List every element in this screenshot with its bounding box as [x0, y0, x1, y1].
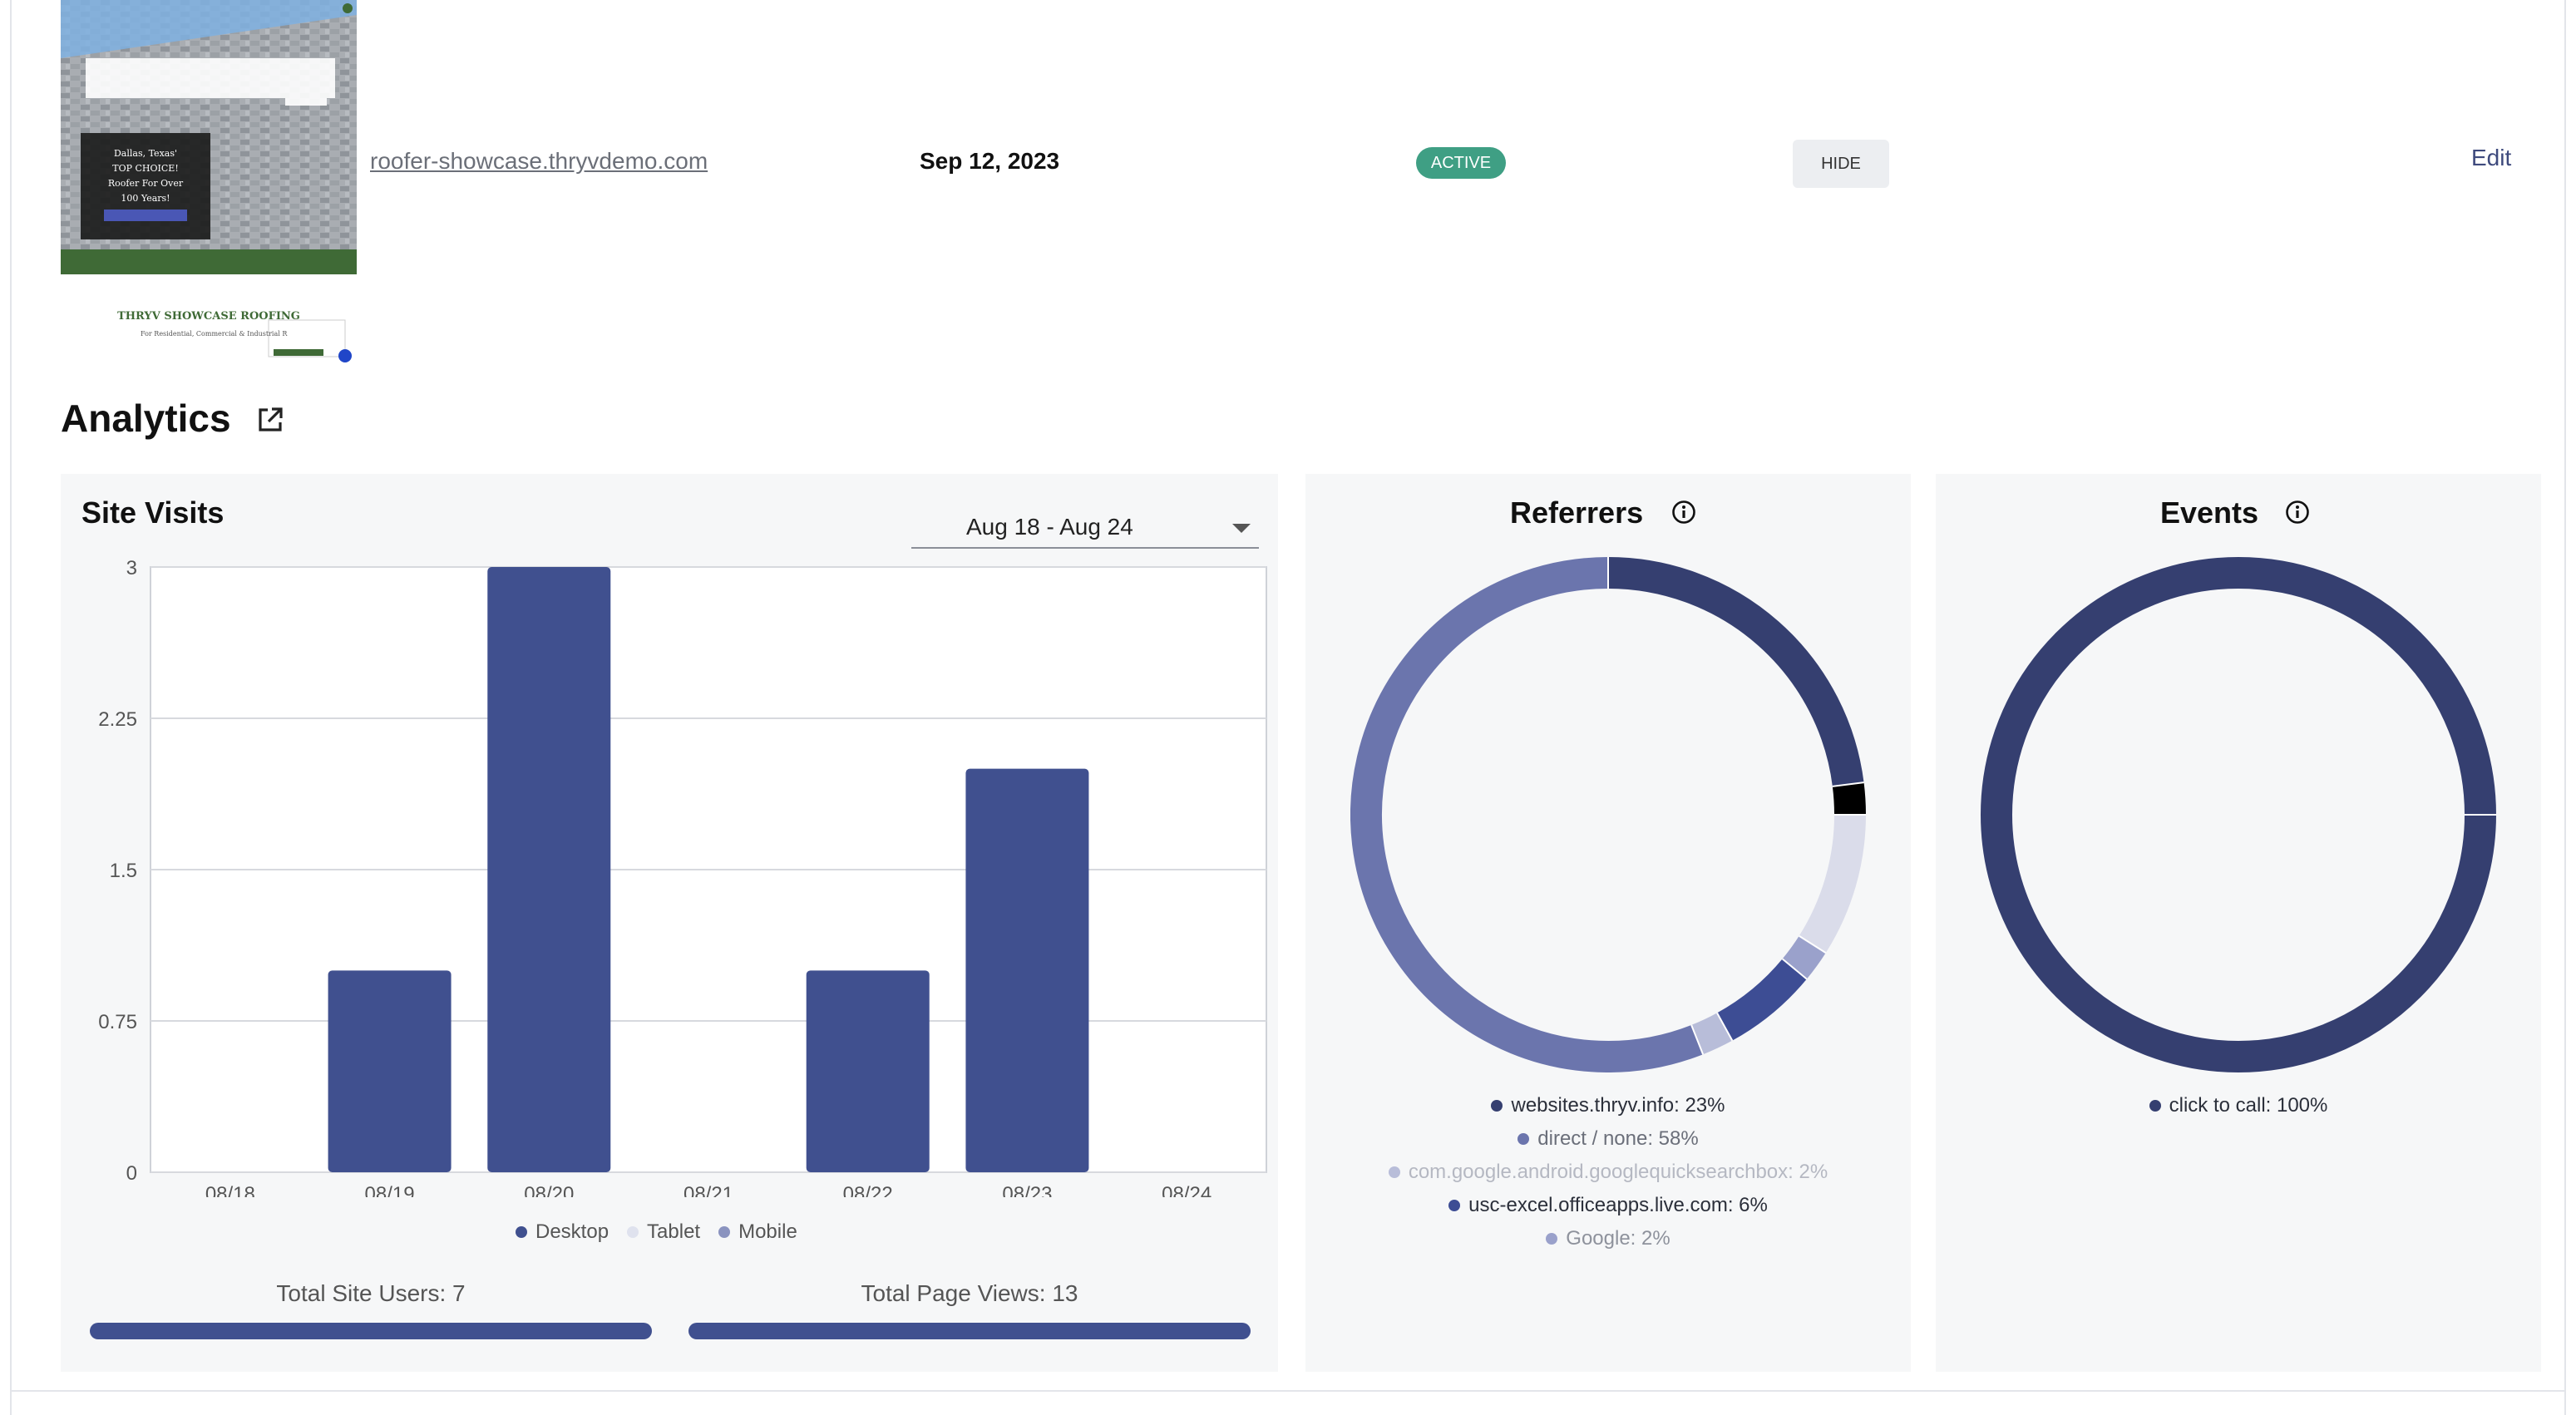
total-site-users-label: Total Site Users: 7 [276, 1280, 466, 1306]
donut-segment-usc-excel [1716, 959, 1807, 1041]
events-legend: click to call: 100% [1936, 1089, 2541, 1122]
legend-label-mobile: Mobile [738, 1220, 797, 1243]
donut-segment-websites [1607, 557, 1864, 786]
total-page-views-label: Total Page Views: 13 [861, 1280, 1078, 1306]
referrer-dot [1448, 1200, 1461, 1211]
referrers-legend: websites.thryv.info: 23% direct / none: … [1305, 1089, 1911, 1255]
legend-label-desktop: Desktop [535, 1220, 609, 1243]
y-tick-label: 0 [126, 1162, 137, 1185]
total-site-users-bar [90, 1323, 652, 1339]
hide-button[interactable]: HIDE [1793, 140, 1889, 188]
events-title: Events [2160, 495, 2259, 530]
donut-segment-other [1832, 782, 1866, 816]
donut-separator [1690, 1024, 1705, 1055]
total-page-views-bar [688, 1323, 1251, 1339]
referrer-legend-item: Google: 2% [1305, 1222, 1911, 1255]
donut-separator [1781, 958, 1808, 980]
referrer-label: websites.thryv.info: 23% [1511, 1094, 1725, 1117]
referrers-donut-chart [1350, 557, 1866, 1072]
donut-separator [1716, 1012, 1734, 1042]
thumbnail-headline-2: TOP CHOICE! [112, 163, 179, 174]
thumbnail-headline-3: Roofer For Over [108, 178, 184, 189]
referrer-legend-item: direct / none: 58% [1305, 1122, 1911, 1156]
thumbnail-headline-1: Dallas, Texas' [114, 148, 177, 159]
y-tick-label: 1.5 [110, 860, 137, 882]
events-info-icon[interactable] [2285, 500, 2310, 525]
x-tick-label: 08/21 [683, 1183, 733, 1197]
legend-label-tablet: Tablet [647, 1220, 701, 1243]
referrer-label: Google: 2% [1566, 1227, 1670, 1250]
y-tick-label: 3 [126, 557, 137, 579]
x-tick-label: 08/19 [365, 1183, 415, 1197]
event-dot [2149, 1100, 2161, 1112]
bar-desktop-08-22 [806, 970, 930, 1172]
legend-dot-tablet [627, 1226, 639, 1238]
referrer-legend-item: websites.thryv.info: 23% [1305, 1089, 1911, 1122]
external-link-icon[interactable] [256, 406, 284, 434]
thumbnail-business-name: THRYV SHOWCASE ROOFING [117, 310, 300, 323]
status-badge: ACTIVE [1416, 147, 1506, 179]
referrer-label: usc-excel.officeapps.live.com: 6% [1468, 1194, 1768, 1216]
referrer-label: com.google.android.googlequicksearchbox:… [1408, 1161, 1828, 1183]
referrers-info-icon[interactable] [1671, 500, 1696, 525]
y-tick-label: 2.25 [98, 708, 137, 731]
site-visits-title: Site Visits [81, 495, 225, 530]
site-url-link[interactable]: roofer-showcase.thryvdemo.com [370, 148, 708, 174]
referrer-dot [1517, 1133, 1530, 1145]
donut-segment-googlequicksearchbox [1690, 1013, 1733, 1055]
bar-desktop-08-23 [965, 768, 1089, 1172]
referrer-dot [1546, 1233, 1558, 1245]
referrer-legend-item: com.google.android.googlequicksearchbox:… [1305, 1156, 1911, 1189]
site-visits-bar-chart: 0 0.75 1.5 2.25 3 08/18 08/19 08/20 08/21 08/22 08… [98, 557, 1267, 1197]
legend-dot-desktop [516, 1226, 527, 1238]
events-donut-chart [1981, 557, 2496, 1072]
event-label: click to call: 100% [2169, 1094, 2328, 1117]
x-tick-label: 08/23 [1002, 1183, 1052, 1197]
page-frame-right [2564, 0, 2566, 1415]
site-thumbnail[interactable]: Dallas, Texas' TOP CHOICE! Roofer For Ov… [61, 0, 357, 369]
thumbnail-tagline: For Residential, Commercial & Industrial… [141, 330, 288, 338]
x-tick-label: 08/22 [843, 1183, 893, 1197]
referrer-legend-item: usc-excel.officeapps.live.com: 6% [1305, 1189, 1911, 1222]
bar-desktop-08-20 [487, 567, 611, 1172]
chevron-down-icon [1232, 524, 1251, 533]
analytics-title: Analytics [61, 397, 231, 440]
donut-separator [1799, 934, 1827, 954]
site-thumbnail-image: Dallas, Texas' TOP CHOICE! Roofer For Ov… [61, 0, 357, 369]
bar-desktop-08-19 [328, 970, 452, 1172]
donut-segment-other [1799, 814, 1866, 954]
edit-link[interactable]: Edit [2471, 145, 2512, 170]
x-tick-label: 08/24 [1162, 1183, 1212, 1197]
date-range-value: Aug 18 - Aug 24 [966, 514, 1133, 540]
site-visits-legend: Desktop Tablet Mobile [516, 1220, 797, 1244]
referrer-dot [1491, 1100, 1503, 1112]
page-frame-bottom [10, 1390, 2566, 1392]
date-range-select[interactable]: Aug 18 - Aug 24 [911, 505, 1259, 549]
referrer-label: direct / none: 58% [1537, 1127, 1699, 1150]
x-tick-label: 08/20 [524, 1183, 574, 1197]
referrers-title: Referrers [1510, 495, 1644, 530]
referrer-dot [1388, 1166, 1400, 1178]
legend-dot-mobile [718, 1226, 731, 1238]
donut-segment-google [1782, 935, 1826, 979]
y-tick-label: 0.75 [98, 1011, 137, 1033]
donut-hole [2013, 589, 2464, 1040]
thumbnail-headline-4: 100 Years! [121, 193, 170, 204]
x-tick-label: 08/18 [205, 1183, 255, 1197]
donut-segment-direct [1350, 557, 1704, 1072]
donut-hole [1383, 589, 1833, 1040]
site-published-date: Sep 12, 2023 [920, 148, 1060, 174]
page-frame-left [10, 0, 12, 1415]
donut-separator [1832, 781, 1864, 787]
